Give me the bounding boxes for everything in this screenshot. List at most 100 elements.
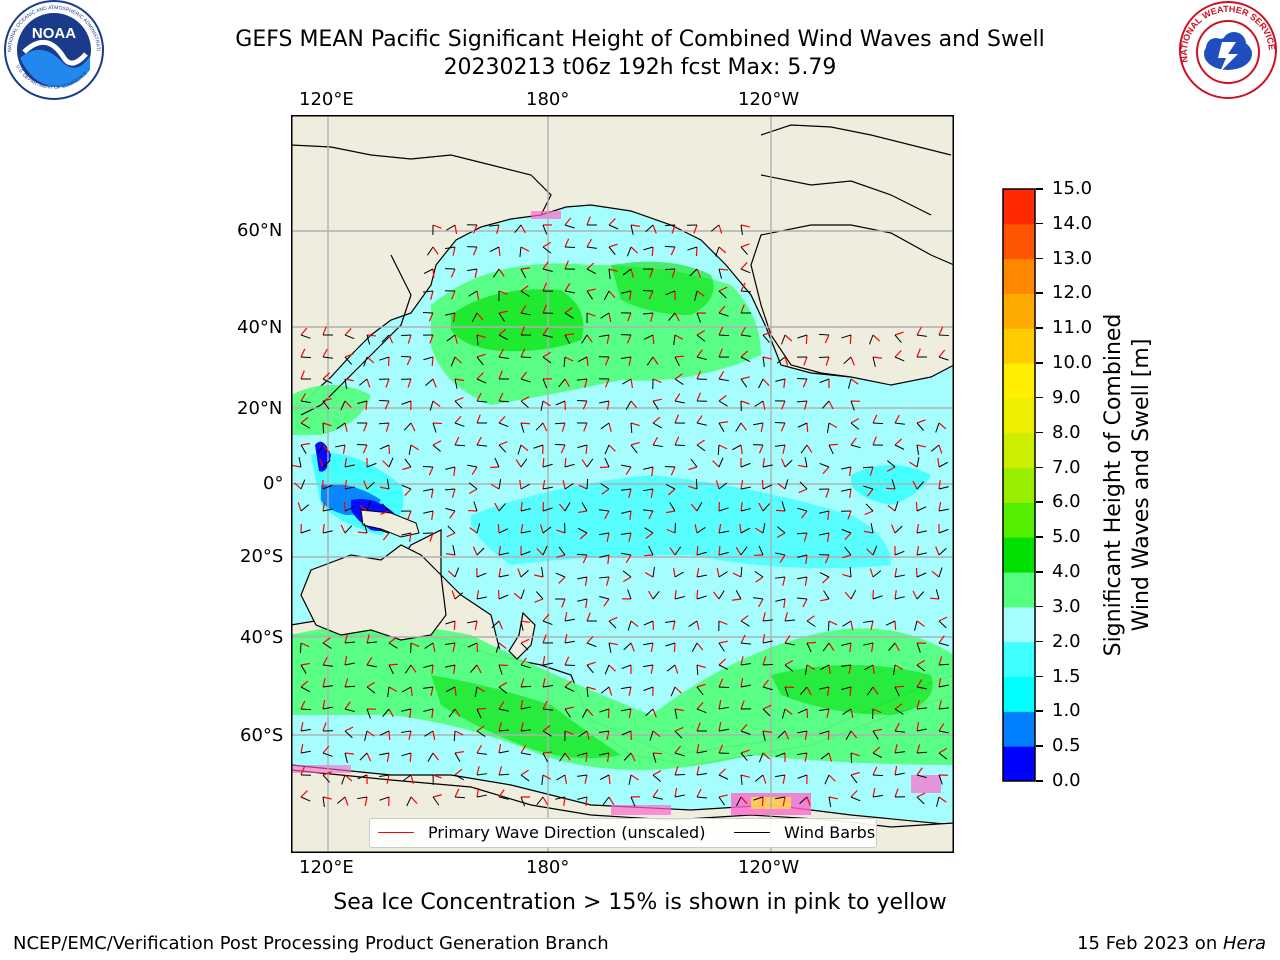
- wind-barb: [718, 268, 722, 279]
- wave-direction-arrow: [761, 479, 764, 490]
- wind-barb: [422, 311, 434, 314]
- wave-direction-arrow: [300, 790, 308, 798]
- wave-direction-arrow: [452, 642, 456, 652]
- wave-direction-arrow: [666, 528, 676, 534]
- wave-direction-arrow: [454, 788, 460, 798]
- wave-direction-arrow: [542, 304, 548, 314]
- wind-barb: [740, 290, 752, 293]
- wind-barb: [754, 774, 764, 782]
- wind-barb: [344, 356, 353, 365]
- wind-barb: [344, 486, 355, 490]
- wave-direction-arrow: [651, 246, 654, 257]
- colorbar-tick-mark: [1036, 780, 1043, 782]
- wave-direction-arrow: [300, 722, 304, 732]
- wind-barb: [820, 752, 830, 760]
- wave-direction-arrow: [652, 752, 663, 755]
- wind-barb: [916, 664, 926, 672]
- wind-barb: [652, 444, 663, 448]
- wave-direction-arrow: [606, 532, 610, 542]
- wind-barb: [916, 751, 928, 754]
- wave-direction-arrow: [916, 700, 920, 710]
- wind-barb: [517, 444, 522, 455]
- wave-direction-arrow: [630, 224, 640, 227]
- wind-barb: [498, 686, 508, 694]
- wind-barb: [850, 400, 855, 411]
- wind-barb: [424, 642, 434, 649]
- wind-barb: [378, 422, 390, 425]
- wind-barb: [366, 481, 375, 490]
- wave-direction-arrow: [673, 568, 676, 578]
- wave-direction-arrow: [872, 356, 882, 359]
- wave-direction-arrow: [564, 730, 574, 735]
- wind-barb: [577, 527, 588, 534]
- wind-barb: [669, 502, 676, 512]
- wind-barb: [868, 334, 874, 345]
- wave-direction-arrow: [804, 730, 808, 740]
- wave-direction-arrow: [627, 312, 632, 322]
- wave-direction-arrow: [869, 568, 874, 578]
- wave-direction-arrow: [344, 634, 348, 644]
- wind-barb: [300, 686, 311, 693]
- wave-direction-arrow: [740, 615, 749, 622]
- wave-direction-arrow: [630, 620, 639, 628]
- wave-direction-arrow: [762, 612, 766, 622]
- wind-barb: [652, 752, 657, 763]
- wind-barb: [643, 664, 654, 668]
- wave-direction-arrow: [671, 224, 676, 234]
- wind-barb: [408, 444, 412, 455]
- wind-barb: [599, 509, 610, 512]
- wave-direction-arrow: [872, 788, 876, 798]
- wave-direction-arrow: [542, 457, 545, 468]
- wind-barb: [621, 464, 632, 468]
- wave-direction-arrow: [824, 554, 830, 564]
- wind-barb: [775, 598, 786, 602]
- wind-barb: [819, 510, 830, 514]
- colorbar-tick-mark: [1036, 710, 1043, 712]
- colorbar-tick-mark: [1036, 536, 1043, 538]
- wind-barb: [696, 574, 707, 578]
- wind-barb: [718, 482, 728, 490]
- wind-barb: [400, 355, 412, 358]
- wave-direction-arrow: [894, 766, 898, 776]
- wind-barb: [402, 686, 412, 693]
- wave-direction-arrow: [564, 457, 567, 468]
- wind-barb: [427, 752, 434, 762]
- wave-direction-arrow: [625, 466, 632, 475]
- wind-barb: [366, 501, 371, 512]
- wave-direction-arrow: [300, 370, 305, 380]
- wave-direction-arrow: [805, 334, 808, 345]
- wind-barb: [556, 774, 566, 781]
- wave-direction-arrow: [607, 708, 610, 719]
- wind-barb: [520, 378, 531, 383]
- wave-direction-arrow: [735, 547, 742, 556]
- wave-direction-arrow: [938, 616, 948, 622]
- wind-barb: [446, 334, 456, 342]
- wave-direction-arrow: [432, 224, 442, 229]
- wind-barb: [366, 641, 377, 644]
- wave-direction-arrow: [780, 422, 786, 432]
- wave-direction-arrow: [432, 774, 442, 779]
- wind-barb: [784, 479, 789, 490]
- wind-barb: [300, 728, 311, 732]
- wave-direction-arrow: [740, 444, 743, 455]
- wind-barb: [621, 356, 632, 359]
- wind-barb: [891, 479, 896, 490]
- wave-direction-arrow: [473, 224, 478, 234]
- wind-barb: [357, 774, 368, 780]
- wind-barb: [599, 554, 610, 558]
- wind-barb: [520, 422, 525, 433]
- wave-direction-arrow: [894, 744, 898, 754]
- wind-barb: [600, 483, 610, 490]
- wind-barb: [718, 530, 729, 534]
- wind-barb: [753, 422, 764, 426]
- wind-barb: [758, 545, 764, 556]
- red-line-icon: [378, 832, 414, 833]
- wave-direction-arrow: [407, 510, 412, 520]
- wind-barb: [599, 730, 610, 733]
- wind-barb: [827, 620, 830, 632]
- wave-direction-arrow: [431, 356, 434, 367]
- wave-direction-arrow: [410, 796, 418, 804]
- wave-direction-arrow: [300, 442, 310, 446]
- colorbar-tick-label: 8.0: [1052, 421, 1081, 443]
- wave-direction-arrow: [674, 312, 680, 322]
